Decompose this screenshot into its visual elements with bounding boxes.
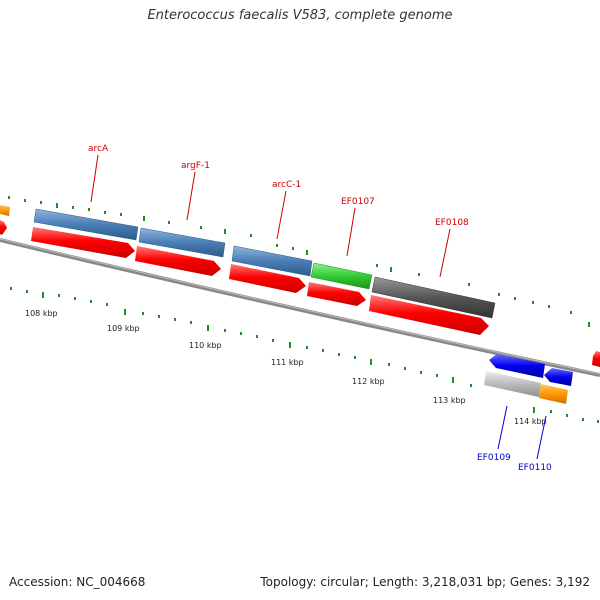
gene-EF0109-feature[interactable] [489, 354, 545, 378]
gene-arcC-1-feature[interactable] [231, 245, 313, 277]
tick-label-111kbp: 111 kbp [271, 358, 304, 367]
forward-label-leaders [90, 154, 451, 278]
gene-EF0107-feature[interactable] [310, 262, 373, 290]
accession-text: Accession: NC_004668 [9, 575, 146, 589]
tick-label-110kbp: 110 kbp [189, 341, 222, 350]
cds-arrow-3[interactable] [229, 264, 306, 293]
inner-tick-ring [10, 287, 599, 423]
gene-EF0108-feature[interactable] [371, 276, 496, 319]
tick-label-112kbp: 112 kbp [352, 377, 385, 386]
cds-arrow-5[interactable] [369, 295, 489, 335]
gene-light-gray-feature[interactable] [484, 371, 541, 397]
cds-arrow-right-edge[interactable] [592, 351, 600, 367]
outer-tick-ring [8, 196, 590, 327]
gene-argF-1-feature[interactable] [138, 227, 226, 258]
label-EF0108: EF0108 [435, 218, 469, 228]
tick-label-113kbp: 113 kbp [433, 396, 466, 405]
topology-summary: Topology: circular; Length: 3,218,031 bp… [260, 575, 590, 589]
genome-backbone [0, 238, 600, 377]
label-EF0110: EF0110 [518, 463, 552, 473]
gene-orange-feature[interactable] [539, 384, 568, 404]
tick-label-108kbp: 108 kbp [25, 309, 58, 318]
label-arcC-1: arcC-1 [272, 180, 301, 190]
gene-arcA-feature[interactable] [33, 208, 139, 241]
cds-arrow-4[interactable] [307, 282, 366, 306]
label-EF0109: EF0109 [477, 453, 511, 463]
label-arcA: arcA [88, 144, 109, 154]
cds-arrow-1[interactable] [31, 227, 135, 258]
gene-feature-left-orange[interactable] [0, 205, 10, 216]
cds-arrow-2[interactable] [135, 246, 221, 276]
gene-feature-left-red[interactable] [0, 220, 7, 235]
tick-label-109kbp: 109 kbp [107, 324, 140, 333]
label-argF-1: argF-1 [181, 161, 210, 171]
reverse-label-leaders [497, 405, 547, 460]
map-title: Enterococcus faecalis V583, complete gen… [147, 8, 453, 23]
tick-label-114kbp: 114 kbp [514, 417, 547, 426]
gene-EF0110-feature[interactable] [544, 368, 573, 386]
label-EF0107: EF0107 [341, 197, 375, 207]
